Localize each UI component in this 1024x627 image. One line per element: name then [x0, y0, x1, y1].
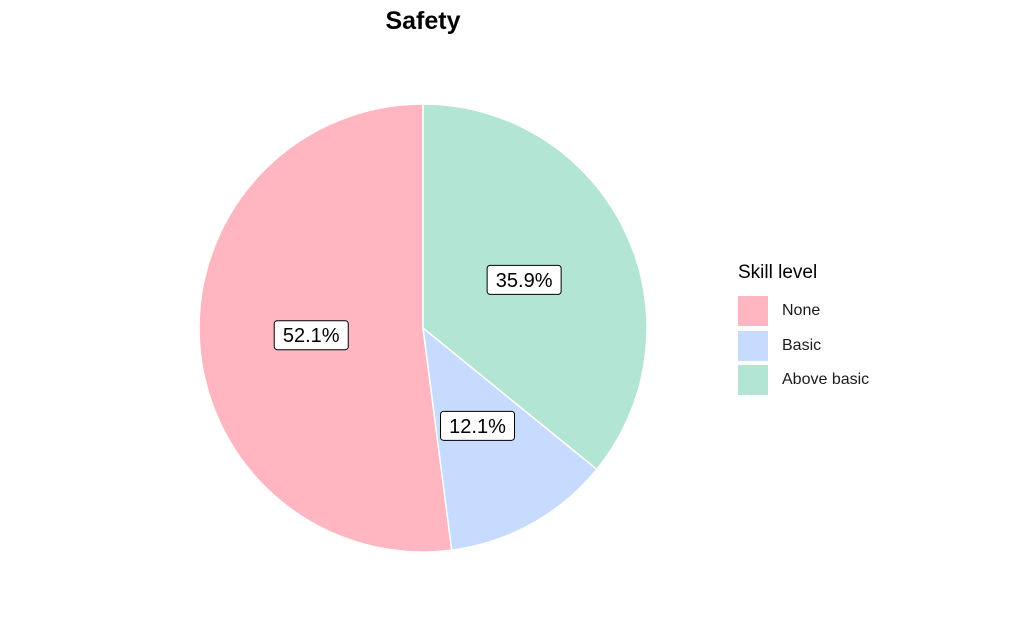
- pie-label-text: 12.1%: [449, 416, 506, 438]
- pie-label-box: [486, 264, 562, 295]
- pie-label-none: 52.1%: [273, 320, 349, 351]
- pie-slices: [198, 103, 648, 553]
- pie-label-box: [440, 410, 516, 441]
- pie-label-box: [273, 320, 349, 351]
- pie-labels: 52.1% 12.1% 35.9%: [273, 264, 562, 441]
- legend-title: Skill level: [738, 262, 818, 283]
- legend-label-basic: Basic: [782, 336, 822, 354]
- legend-label-none: None: [782, 302, 821, 320]
- legend-item-none: None: [738, 294, 869, 329]
- legend-label-above-basic: Above basic: [782, 371, 870, 389]
- legend-swatch-above-basic: [738, 365, 768, 396]
- legend-item-basic: Basic: [738, 329, 869, 364]
- pie-label-text: 52.1%: [283, 325, 340, 347]
- legend-item-above-basic: Above basic: [738, 363, 869, 398]
- legend: Skill level None Basic Above basic: [738, 261, 869, 398]
- legend-swatch-none: [738, 296, 768, 327]
- legend-swatch-basic: [738, 330, 768, 361]
- pie-label-basic: 12.1%: [440, 410, 516, 441]
- pie-label-text: 35.9%: [496, 270, 553, 292]
- chart-title: Safety: [385, 7, 461, 35]
- pie-label-above-basic: 35.9%: [486, 264, 562, 295]
